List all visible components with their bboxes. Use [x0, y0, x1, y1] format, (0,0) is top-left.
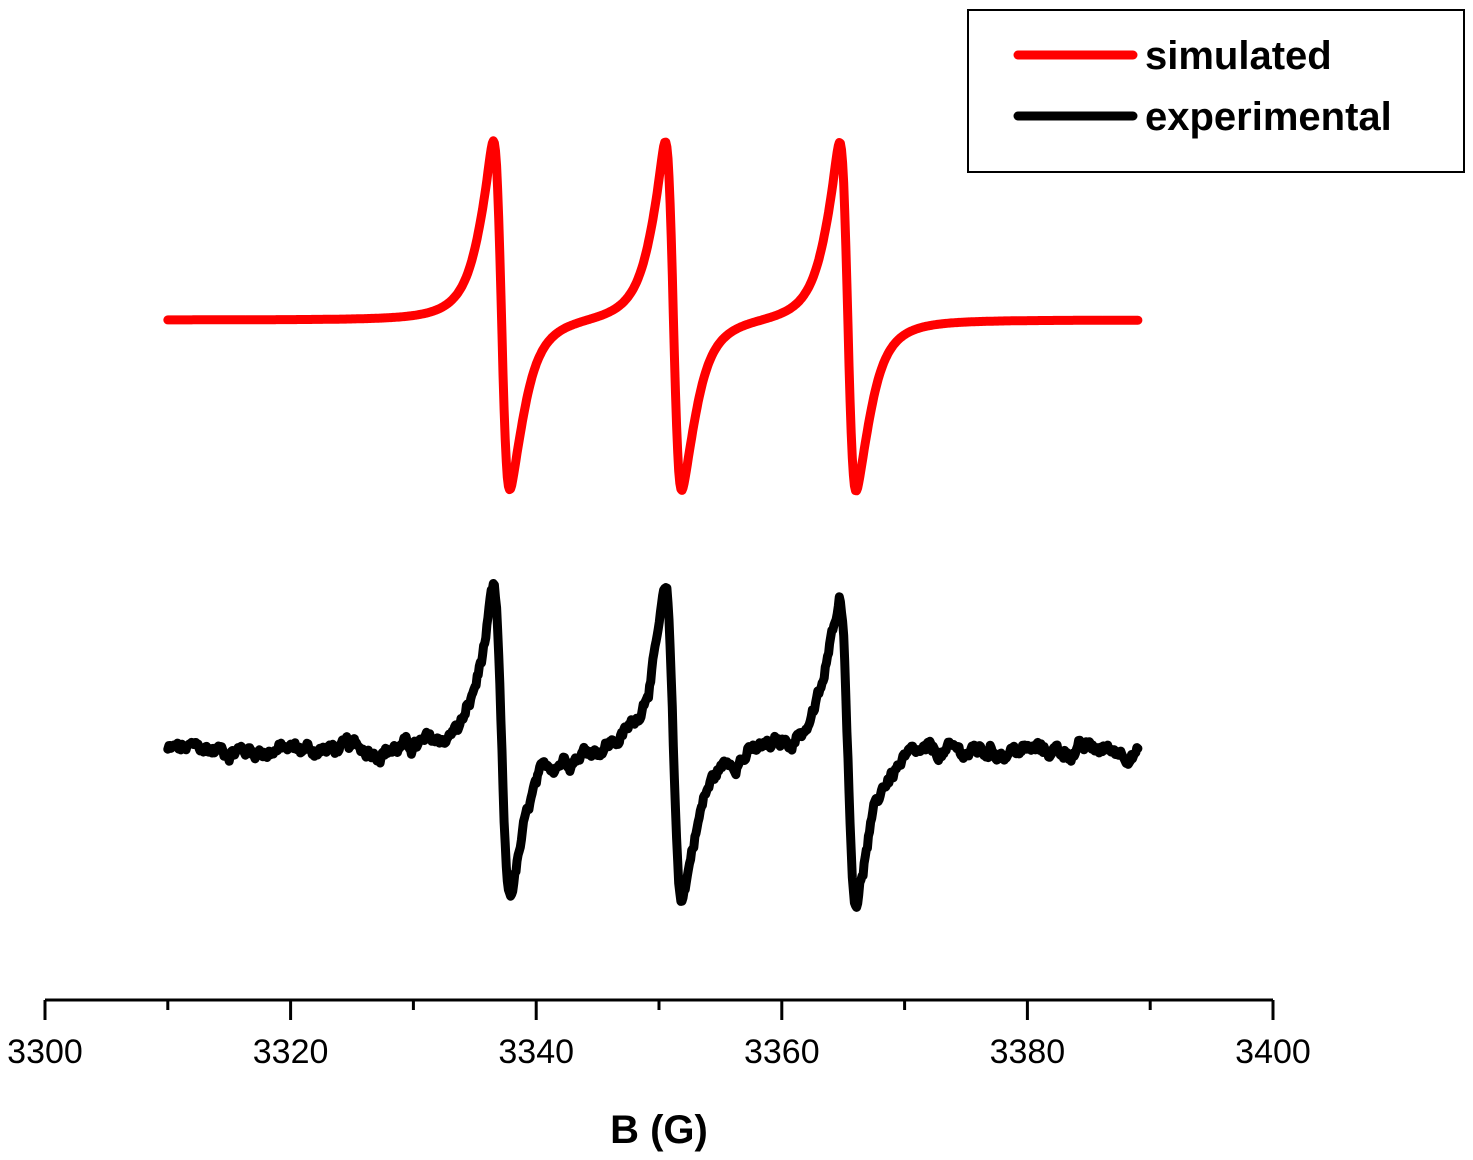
legend-label-experimental: experimental: [1145, 95, 1392, 139]
x-tick-label: 3380: [990, 1033, 1066, 1071]
x-tick-label: 3360: [744, 1033, 820, 1071]
x-tick-label: 3400: [1235, 1033, 1311, 1071]
x-axis-title: B (G): [610, 1108, 708, 1152]
x-tick-label: 3340: [498, 1033, 574, 1071]
legend-label-simulated: simulated: [1145, 34, 1332, 78]
series-layer: [163, 136, 1143, 912]
x-axis-ticks: 3300 3320 3340 3360 3380 3400: [7, 1000, 1311, 1071]
legend: simulated experimental: [967, 9, 1465, 173]
x-tick-label: 3320: [253, 1033, 329, 1071]
legend-box: [967, 9, 1465, 173]
x-tick-label: 3300: [7, 1033, 83, 1071]
x-axis: 3300 3320 3340 3360 3380 3400: [7, 998, 1311, 1071]
series-line-simulated: [163, 136, 1143, 496]
series-line-experimental: [163, 579, 1143, 912]
